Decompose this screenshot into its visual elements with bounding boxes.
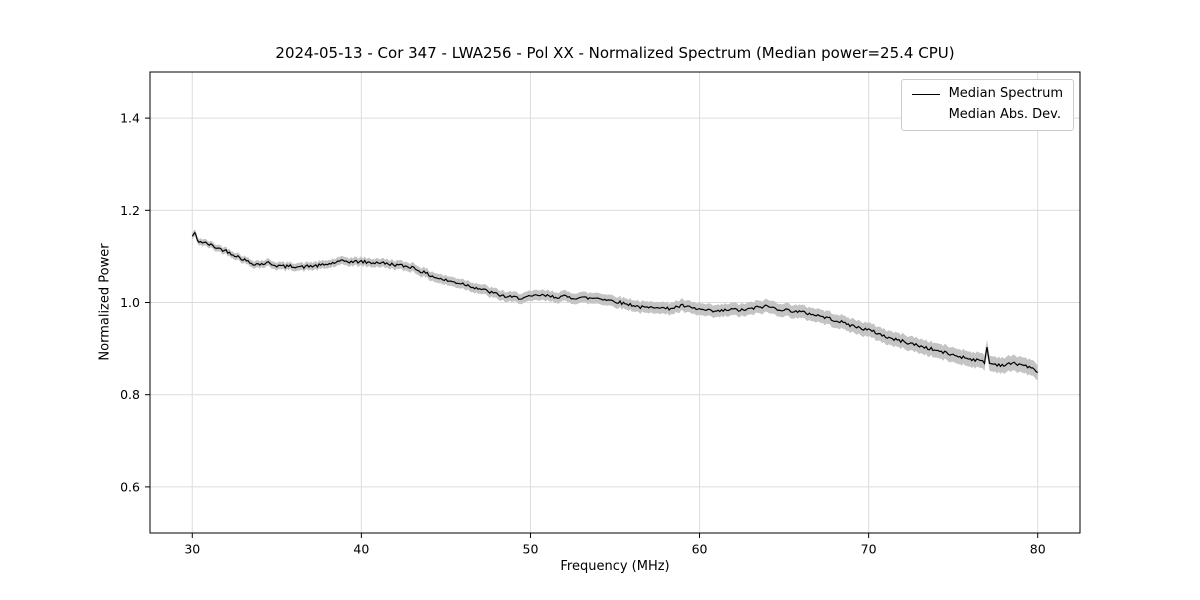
x-tick-label: 70 bbox=[861, 542, 877, 557]
median-abs-dev-patch-swatch bbox=[912, 110, 940, 121]
axis-ticks: 30 40 50 60 70 80 0.6 0.8 1.0 1.2 1.4 bbox=[120, 111, 1046, 557]
y-axis-label: Normalized Power bbox=[97, 243, 113, 361]
median-spectrum-line-swatch bbox=[911, 93, 940, 95]
legend: Median Spectrum Median Abs. Dev. bbox=[900, 79, 1074, 131]
y-tick-label: 0.6 bbox=[120, 479, 140, 494]
y-tick-label: 1.0 bbox=[120, 295, 140, 310]
x-tick-label: 30 bbox=[184, 542, 200, 557]
median-spectrum-line bbox=[191, 231, 1039, 374]
mad-band-layer bbox=[192, 229, 1038, 381]
x-tick-label: 80 bbox=[1030, 542, 1046, 557]
x-tick-label: 40 bbox=[353, 542, 369, 557]
legend-item-median-spectrum: Median Spectrum bbox=[911, 86, 1063, 101]
legend-label: Median Abs. Dev. bbox=[948, 107, 1062, 123]
y-tick-label: 1.4 bbox=[120, 111, 140, 126]
mad-band bbox=[192, 229, 1038, 381]
legend-item-median-abs-dev: Median Abs. Dev. bbox=[912, 107, 1063, 123]
chart-title: 2024-05-13 - Cor 347 - LWA256 - Pol XX -… bbox=[275, 44, 955, 62]
legend-label: Median Spectrum bbox=[948, 86, 1063, 101]
y-tick-label: 0.8 bbox=[120, 387, 140, 402]
median-spectrum-layer bbox=[191, 231, 1039, 374]
x-tick-label: 50 bbox=[523, 542, 539, 557]
x-axis-label: Frequency (MHz) bbox=[560, 559, 670, 574]
x-tick-label: 60 bbox=[692, 542, 708, 557]
y-tick-label: 1.2 bbox=[120, 203, 140, 218]
